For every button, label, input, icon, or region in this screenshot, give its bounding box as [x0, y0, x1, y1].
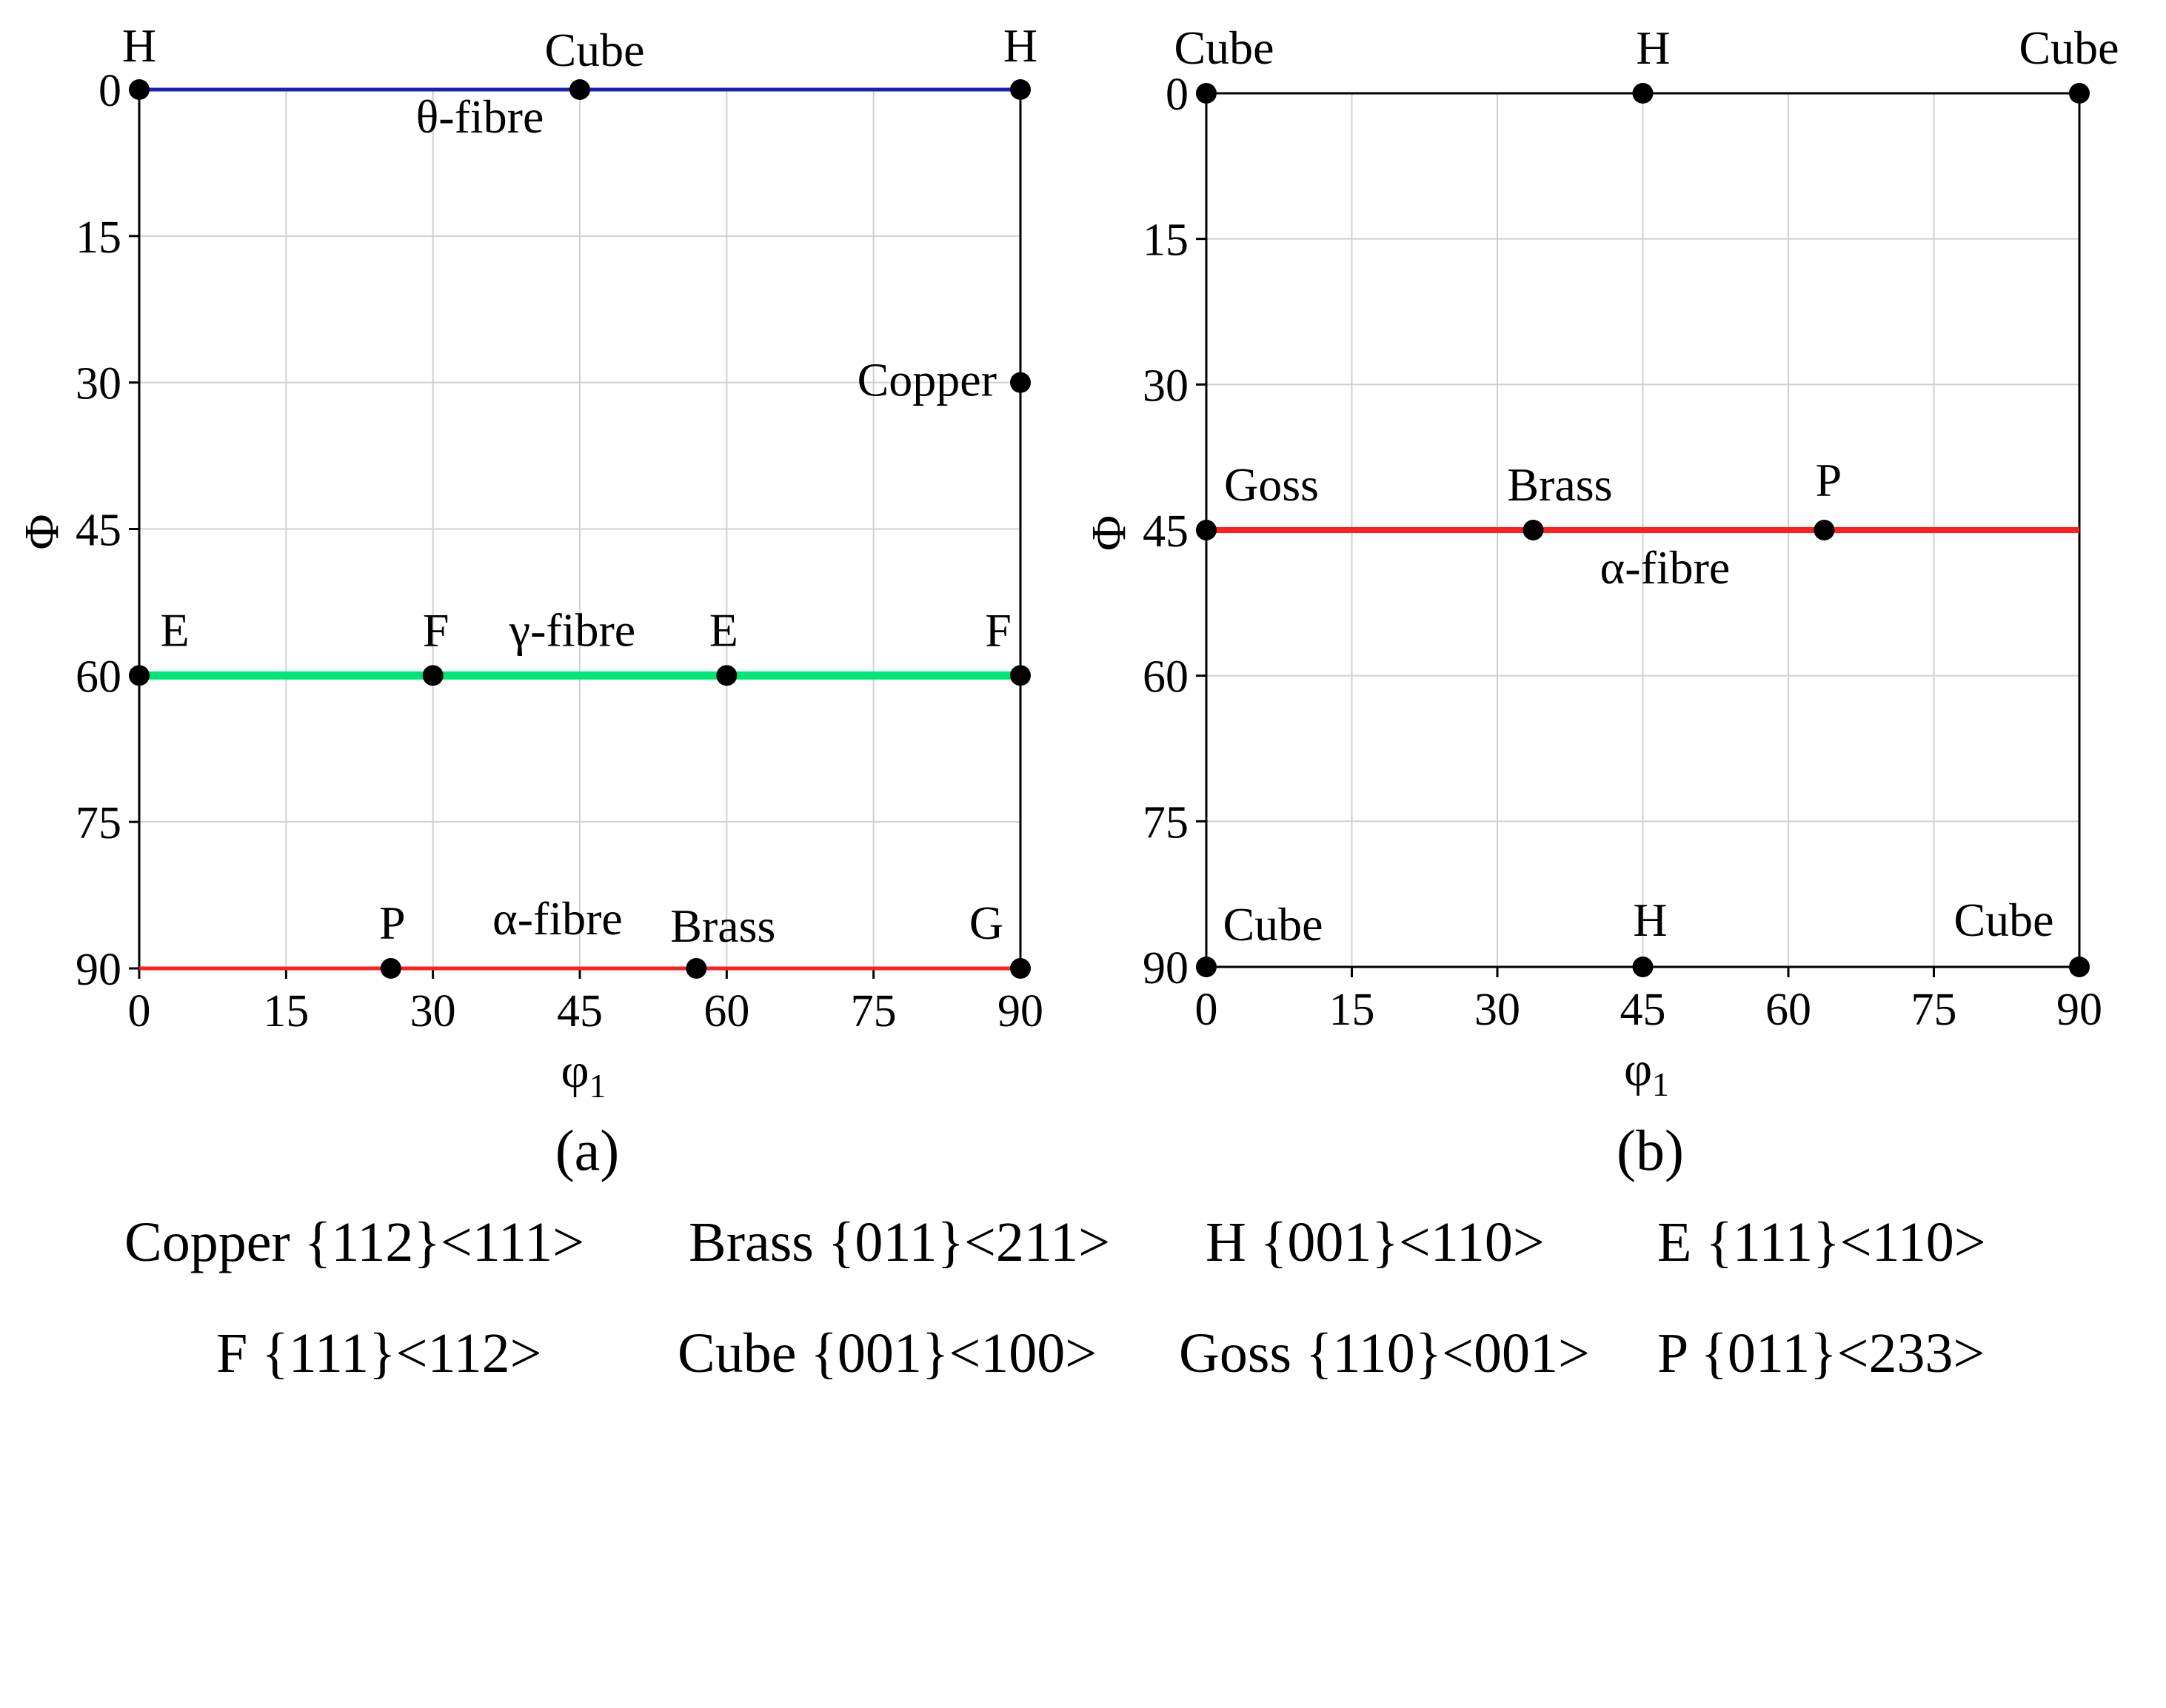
legend-item-brass: Brass {011}<211>	[689, 1211, 1110, 1273]
x-tick-label: 30	[1474, 985, 1520, 1035]
orientation-point-label: Cube	[1174, 21, 1274, 74]
orientation-point-label: Cube	[2019, 21, 2119, 74]
y-tick-label: 0	[98, 66, 121, 116]
orientation-point	[716, 665, 738, 686]
x-tick-label: 90	[2056, 985, 2102, 1035]
y-tick-label: 45	[1143, 506, 1189, 557]
legend-row-1: Copper {112}<111> Brass {011}<211> H {00…	[0, 1210, 2166, 1597]
orientation-point	[1196, 520, 1217, 540]
orientation-point-label: H	[1003, 19, 1037, 72]
y-tick-label: 30	[76, 359, 121, 409]
x-tick-label: 60	[703, 986, 749, 1036]
y-tick-label: 15	[1143, 215, 1189, 266]
legend-item-f: F {111}<112>	[216, 1322, 542, 1384]
orientation-point	[1814, 520, 1835, 540]
x-tick-label: 60	[1765, 985, 1811, 1035]
orientation-map-figure: 0 15 30 45 60 75 900153045607590φ1Φθ-fibreγ-fi…	[15, 19, 2119, 1182]
x-tick-label: 75	[851, 986, 897, 1036]
x-tick-label: 15	[263, 986, 309, 1036]
x-tick-label: 0	[128, 986, 151, 1036]
legend-item-e: E {111}<110>	[1657, 1211, 1986, 1273]
orientation-point-label: Copper	[858, 354, 997, 406]
panel-caption: (b)	[1617, 1118, 1684, 1182]
orientation-point	[1010, 958, 1031, 979]
orientation-point	[422, 665, 444, 686]
y-tick-label: 0	[1166, 70, 1189, 120]
panel-caption: (a)	[555, 1118, 620, 1182]
orientation-point-label: G	[969, 897, 1003, 949]
orientation-point-label: Brass	[670, 900, 775, 952]
orientation-point-label: E	[709, 603, 738, 656]
x-tick-label: 45	[1620, 985, 1666, 1035]
y-tick-label: 75	[76, 798, 121, 848]
orientation-point-label: Brass	[1507, 458, 1612, 511]
x-tick-label: 15	[1329, 985, 1375, 1035]
y-tick-label: 30	[1143, 361, 1189, 411]
legend-row-2: F {111}<112> Cube {001}<100> Goss {110}<…	[0, 1322, 2166, 1708]
orientation-point-label: P	[379, 897, 406, 949]
fibre-label: θ-fibre	[416, 90, 544, 143]
orientation-point-label: H	[122, 19, 156, 72]
orientation-point-label: F	[985, 603, 1012, 656]
legend-item-h: H {001}<110>	[1206, 1211, 1545, 1273]
orientation-point-label: E	[160, 603, 189, 656]
x-tick-label: 75	[1911, 985, 1957, 1035]
legend-item-cube: Cube {001}<100>	[678, 1322, 1097, 1384]
orientation-point	[1632, 83, 1654, 104]
x-tick-label: 30	[410, 986, 456, 1036]
y-tick-label: 15	[76, 212, 121, 263]
orientation-point-label: P	[1816, 454, 1842, 506]
orientation-point	[1196, 83, 1217, 104]
x-tick-label: 90	[997, 986, 1043, 1036]
orientation-point-label: H	[1633, 894, 1667, 946]
orientation-point	[1010, 79, 1031, 100]
y-axis-label: Φ	[1082, 515, 1136, 551]
panel-a: 0 15 30 45 60 75 900153045607590φ1Φθ-fibreγ-fi…	[15, 19, 1043, 1182]
y-tick-label: 90	[1143, 943, 1189, 994]
fibre-label: α-fibre	[1600, 541, 1731, 594]
orientation-point-label: Cube	[1223, 898, 1323, 951]
orientation-point-label: H	[1636, 21, 1670, 74]
orientation-point	[1010, 372, 1031, 393]
y-tick-label: 90	[76, 945, 121, 995]
y-tick-label: 45	[76, 506, 121, 556]
orientation-point-label: Cube	[544, 24, 644, 76]
fibre-label: γ-fibre	[509, 603, 635, 656]
x-axis-label: φ1	[1624, 1042, 1669, 1103]
orientation-point	[1010, 665, 1031, 686]
orientation-point	[1196, 957, 1217, 977]
orientation-point	[1522, 520, 1544, 540]
legend-item-copper: Copper {112}<111>	[124, 1211, 584, 1273]
x-tick-label: 45	[557, 986, 603, 1036]
orientation-point-label: Goss	[1224, 458, 1319, 511]
orientation-point	[2069, 83, 2090, 104]
orientation-point	[686, 958, 707, 979]
y-tick-label: 60	[1143, 652, 1189, 703]
panel-b: 0 15 30 45 60 75 900153045607590φ1Φα-fibreCube…	[1082, 21, 2119, 1182]
orientation-point	[380, 958, 401, 979]
x-tick-label: 0	[1195, 985, 1218, 1035]
orientation-point-label: F	[423, 603, 449, 656]
legend-item-p: P {011}<233>	[1657, 1322, 1985, 1384]
fibre-label: α-fibre	[492, 892, 623, 945]
x-axis-label: φ1	[561, 1044, 606, 1105]
y-axis-label: Φ	[15, 514, 69, 549]
orientation-point	[2069, 957, 2090, 977]
orientation-point	[129, 665, 150, 686]
orientation-point-label: Cube	[1953, 894, 2053, 946]
orientation-point	[1632, 957, 1654, 977]
y-tick-label: 60	[76, 652, 121, 702]
legend-item-goss: Goss {110}<001>	[1179, 1322, 1590, 1384]
y-tick-label: 75	[1143, 797, 1189, 848]
orientation-point	[129, 79, 150, 100]
orientation-point	[569, 79, 590, 100]
